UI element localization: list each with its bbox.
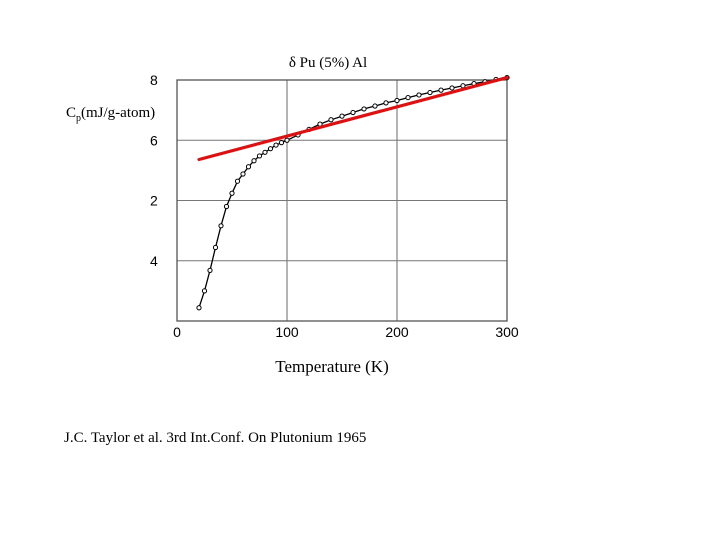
data-point-5 [223, 203, 230, 210]
x-tick-label-0: 0 [173, 324, 181, 340]
data-point-10 [251, 158, 257, 164]
fit-line [197, 75, 509, 162]
x-tick-label-1: 100 [275, 324, 299, 340]
data-point-26 [394, 97, 400, 104]
data-point-12 [262, 149, 268, 155]
y-tick-label-0: 8 [150, 72, 158, 88]
data-point-14 [273, 142, 279, 148]
data-point-23 [361, 106, 367, 112]
data-point-31 [449, 85, 455, 91]
y-tick-label-2: 2 [150, 193, 158, 209]
data-point-15 [278, 140, 285, 146]
data-point-7 [234, 178, 241, 184]
plot-frame [176, 79, 508, 322]
data-point-27 [405, 94, 411, 101]
x-tick-label-3: 300 [495, 324, 519, 340]
y-axis-label-main: C [66, 105, 76, 121]
data-point-21 [339, 113, 345, 119]
data-point-2 [207, 267, 213, 273]
plot-border [176, 79, 508, 322]
series-layer [196, 74, 510, 311]
citation: J.C. Taylor et al. 3rd Int.Conf. On Plut… [64, 430, 367, 446]
y-tick-label-1: 6 [150, 132, 158, 148]
data-point-22 [350, 109, 356, 116]
data-point-25 [383, 100, 389, 106]
y-axis-label-units: (mJ/g-atom) [81, 105, 155, 121]
chart-title: δ Pu (5%) Al [289, 55, 367, 71]
data-point-13 [267, 146, 274, 152]
data-point-0 [196, 305, 202, 311]
data-point-6 [229, 190, 235, 196]
data-point-1 [201, 288, 208, 294]
data-point-24 [372, 103, 378, 109]
data-point-11 [256, 153, 263, 159]
data-point-9 [245, 164, 252, 170]
data-point-8 [240, 171, 246, 177]
data-point-28 [416, 92, 422, 98]
x-tick-labels: 0 100 200 300 [173, 324, 519, 340]
y-tick-label-3: 4 [150, 253, 158, 269]
data-point-20 [328, 117, 334, 123]
data-point-3 [212, 244, 219, 251]
data-point-16 [284, 137, 290, 143]
y-axis-label-subscript: p [76, 113, 81, 124]
data-point-29 [427, 89, 433, 96]
chart-grid [177, 80, 507, 321]
y-tick-labels: 8 6 2 4 [150, 72, 158, 269]
data-point-30 [438, 87, 444, 93]
x-tick-label-2: 200 [385, 324, 409, 340]
x-axis-label: Temperature (K) [275, 357, 389, 376]
y-axis-label: Cp(mJ/g-atom) [66, 105, 155, 124]
data-point-4 [218, 223, 224, 229]
